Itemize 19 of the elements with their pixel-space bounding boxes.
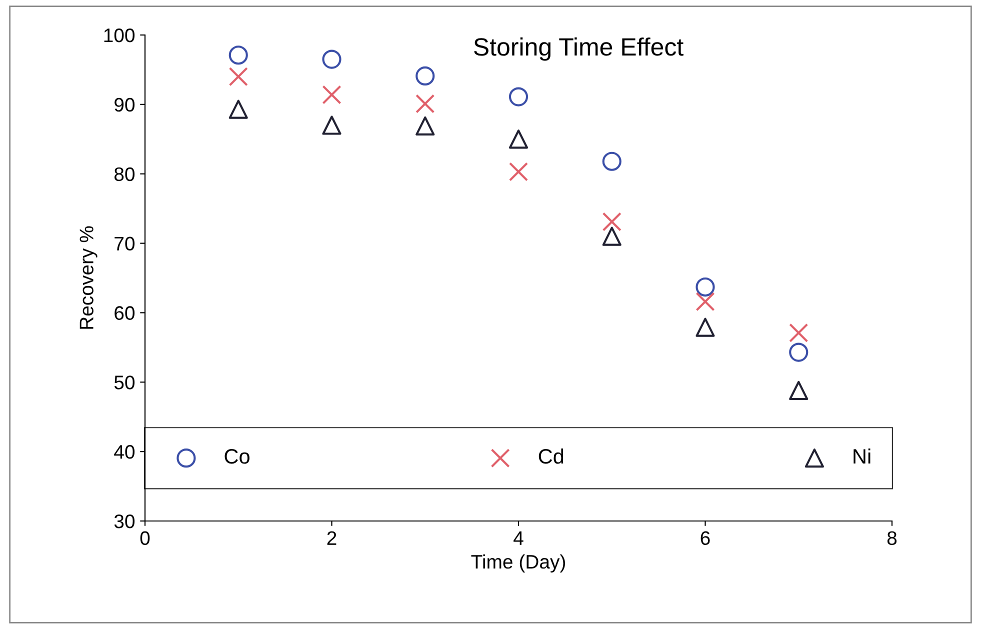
x-tick-label: 8 [887,531,897,546]
y-tick-label: 70 [114,236,135,251]
y-tick-label: 30 [114,514,135,528]
x-tick-label: 6 [700,531,710,546]
y-tick-label: 60 [114,306,135,320]
y-tick-label: 100 [104,28,135,42]
y-axis-title: Recovery % [80,226,98,329]
x-axis-title: Time (Day) [471,554,565,573]
y-tick-label: 90 [114,98,135,112]
x-tick-label: 2 [327,531,336,545]
chart-title: Storing Time Effect [474,37,684,61]
legend-label: Ni [854,448,870,464]
legend-label: Co [224,449,250,464]
x-tick-label: 4 [514,531,524,545]
legend-label: Cd [538,448,564,464]
y-tick-label: 80 [114,167,135,182]
y-tick-label: 40 [114,445,135,459]
y-tick-label: 50 [114,376,135,390]
x-tick-label: 0 [140,531,150,546]
